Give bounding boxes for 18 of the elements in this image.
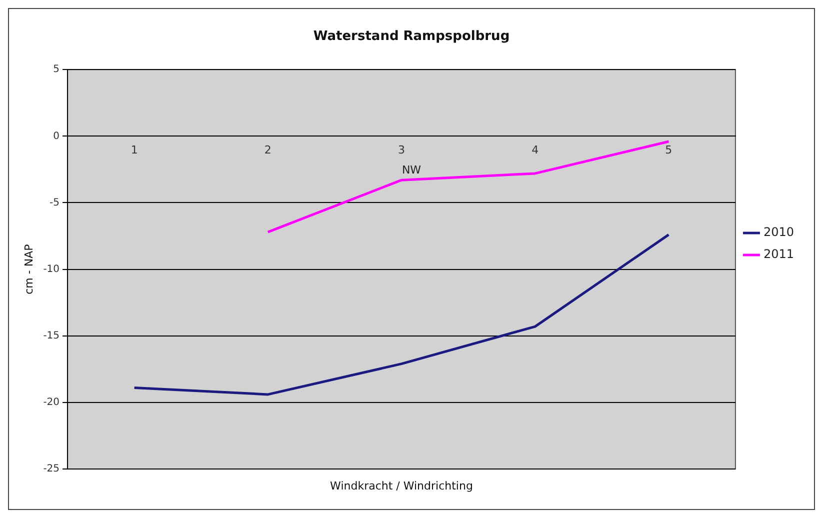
y-tick-label: -10 (43, 264, 60, 275)
x-tick-label: 3 (398, 144, 405, 157)
x-tick-label: 2 (264, 144, 272, 157)
legend-label: 2011 (763, 247, 794, 262)
y-tick-label: 5 (53, 64, 60, 76)
legend-label: 2010 (763, 225, 794, 240)
x-tick-label: 1 (130, 144, 138, 157)
chart-title: Waterstand Rampspolbrug (313, 29, 510, 44)
y-tick-label: -20 (43, 397, 60, 408)
x-tick-label: 5 (665, 144, 672, 157)
y-tick-label: -5 (50, 197, 60, 208)
y-tick-label: -15 (43, 330, 60, 342)
x-axis-title: Windkracht / Windrichting (330, 479, 473, 492)
y-tick-label: 0 (53, 130, 60, 142)
x-tick-label: 4 (532, 144, 539, 157)
annotation: NW (402, 163, 422, 176)
y-axis-title: cm - NAP (22, 244, 36, 294)
y-tick-label: -25 (43, 464, 60, 475)
